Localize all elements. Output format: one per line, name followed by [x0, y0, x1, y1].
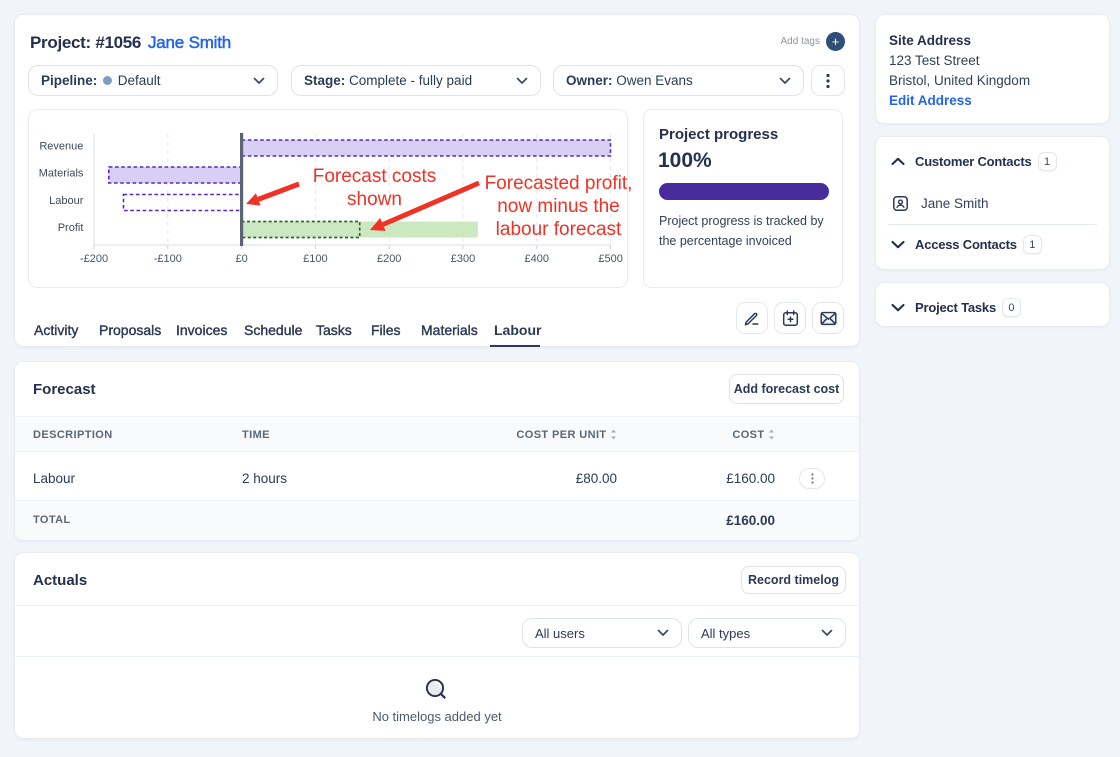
svg-text:Forecast costs: Forecast costs: [313, 166, 437, 187]
svg-text:labour forecast: labour forecast: [496, 219, 622, 240]
svg-text:Materials: Materials: [39, 168, 84, 180]
svg-text:Labour: Labour: [49, 195, 84, 207]
svg-text:£200: £200: [377, 253, 401, 265]
svg-text:£0: £0: [235, 253, 247, 265]
svg-text:-£200: -£200: [80, 253, 108, 265]
svg-text:£300: £300: [451, 253, 475, 265]
svg-text:Profit: Profit: [58, 222, 84, 234]
svg-text:Revenue: Revenue: [39, 140, 83, 152]
svg-text:shown: shown: [347, 189, 402, 210]
svg-text:£500: £500: [598, 253, 622, 265]
svg-text:Forecasted profit,: Forecasted profit,: [485, 173, 633, 194]
svg-text:now minus the: now minus the: [497, 196, 620, 217]
svg-text:£100: £100: [303, 253, 327, 265]
svg-text:£400: £400: [525, 253, 549, 265]
svg-text:-£100: -£100: [154, 253, 182, 265]
